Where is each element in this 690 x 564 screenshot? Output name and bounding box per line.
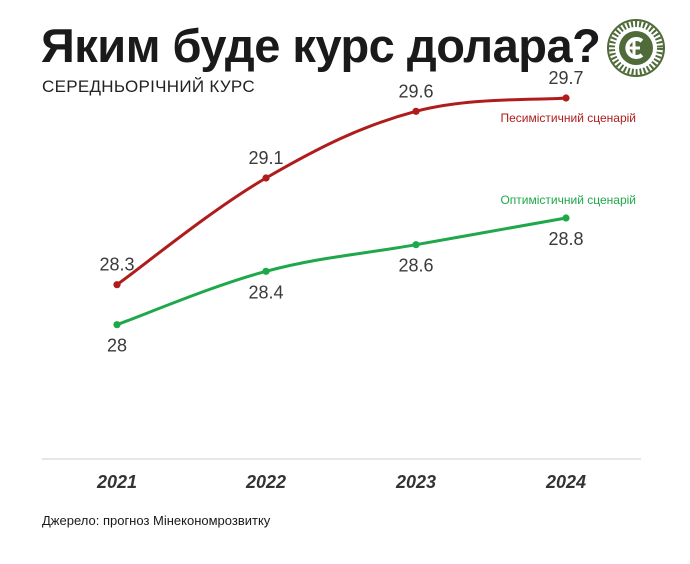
data-point-optimistic-2022 — [262, 267, 270, 275]
x-axis-ticks: 2021 2022 2023 2024 — [96, 472, 586, 492]
x-tick-label-2023: 2023 — [395, 472, 436, 492]
data-point-pessimistic-2022 — [262, 174, 270, 182]
x-tick-label-2022: 2022 — [245, 472, 286, 492]
data-label-pessimistic-2021: 28.3 — [99, 255, 134, 275]
series-pessimistic: 28.3 29.1 29.6 29.7 Песимістичний сценарій — [99, 68, 637, 289]
data-point-optimistic-2024 — [562, 214, 570, 222]
data-label-optimistic-2021: 28 — [107, 336, 127, 356]
data-label-pessimistic-2024: 29.7 — [548, 68, 583, 88]
chart-subtitle: СЕРЕДНЬОРІЧНИЙ КУРС — [42, 77, 255, 96]
x-tick-label-2024: 2024 — [545, 472, 586, 492]
circular-seal-logo-icon — [607, 19, 665, 77]
data-label-optimistic-2023: 28.6 — [398, 256, 433, 276]
data-label-optimistic-2022: 28.4 — [248, 282, 283, 302]
data-label-pessimistic-2023: 29.6 — [398, 81, 433, 101]
data-point-pessimistic-2024 — [562, 94, 570, 102]
x-tick-label-2021: 2021 — [96, 472, 137, 492]
data-label-optimistic-2024: 28.8 — [548, 229, 583, 249]
data-point-pessimistic-2021 — [113, 281, 121, 289]
data-point-optimistic-2021 — [113, 321, 121, 329]
series-line-optimistic — [116, 216, 567, 327]
series-name-optimistic: Оптимістичний сценарій — [500, 193, 636, 207]
data-point-pessimistic-2023 — [412, 107, 420, 115]
series-optimistic: 28 28.4 28.6 28.8 Оптимістичний сценарій — [107, 193, 636, 356]
data-point-optimistic-2023 — [412, 241, 420, 249]
chart-title: Яким буде курс долара? — [41, 19, 601, 72]
series-line-pessimistic — [116, 96, 567, 286]
source-note: Джерело: прогноз Мінекономрозвитку — [42, 513, 271, 528]
series-name-pessimistic: Песимістичний сценарій — [501, 111, 637, 125]
data-label-pessimistic-2022: 29.1 — [248, 148, 283, 168]
